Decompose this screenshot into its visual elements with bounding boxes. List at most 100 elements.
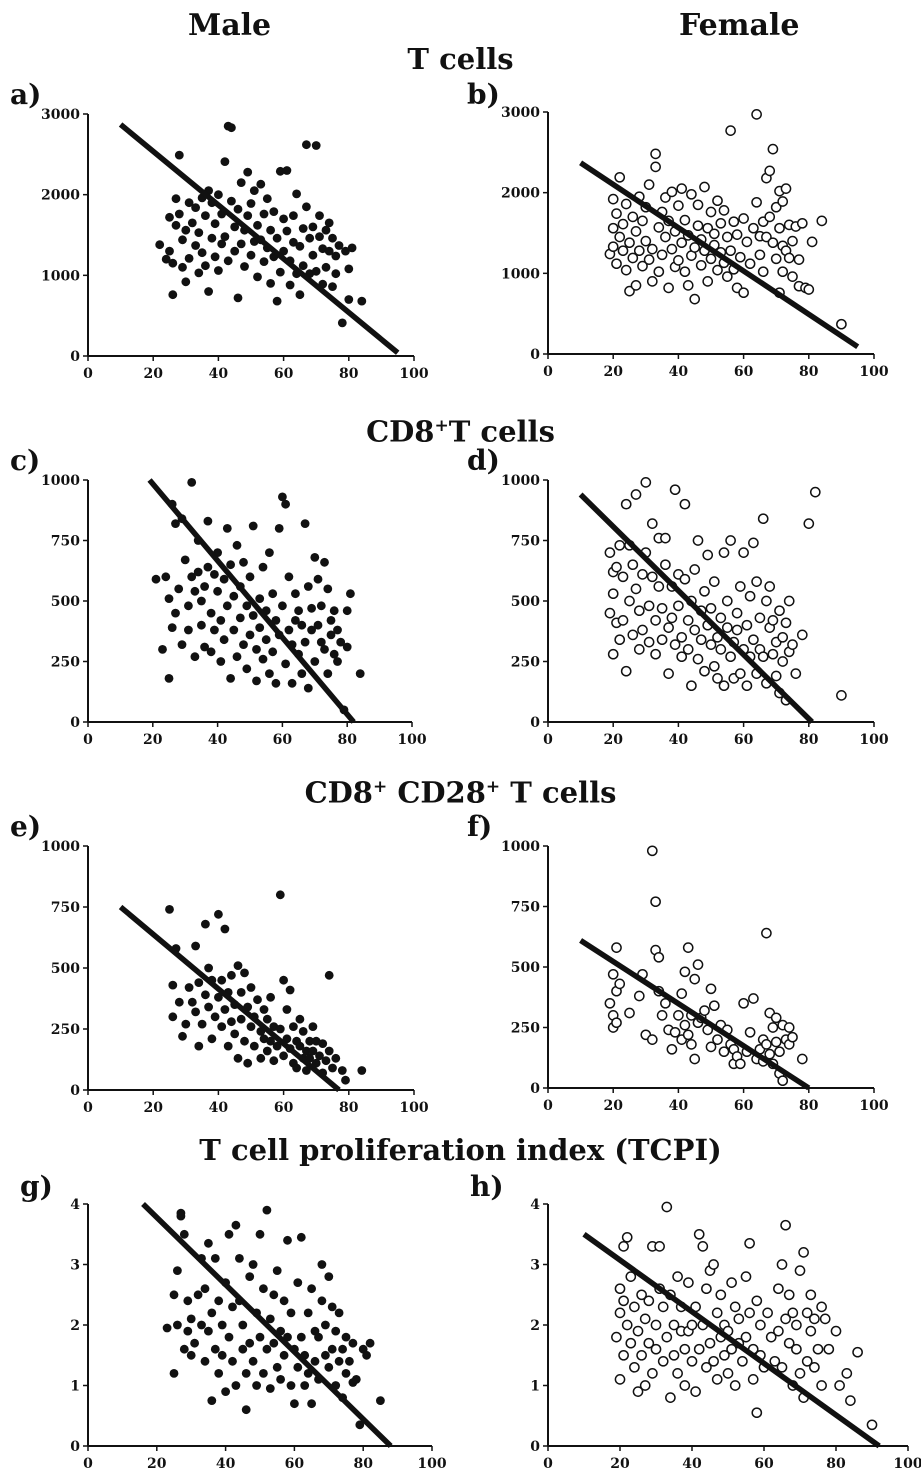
data-point [607,193,619,205]
data-point [630,583,642,595]
x-tick-label: 20 [143,1100,163,1116]
data-point [210,570,219,579]
data-point [712,1034,723,1045]
data-point [259,1369,268,1378]
data-point [624,595,635,607]
data-point [715,217,727,229]
data-point [181,1019,191,1029]
data-point [770,1036,782,1048]
data-point [607,241,619,253]
data-point [253,995,262,1005]
data-point [341,1369,351,1378]
data-point [261,635,271,645]
data-point [692,199,704,211]
data-point [661,1201,673,1213]
data-point [331,251,341,261]
data-point [226,560,236,570]
data-point [741,236,753,248]
data-point [300,1381,310,1390]
data-point [220,232,230,242]
data-point [222,601,232,611]
data-point [210,1344,220,1354]
x-tick-label: 100 [893,1456,921,1472]
data-point [197,248,207,258]
data-point [650,896,661,908]
data-point [190,586,200,596]
y-tick-label: 2 [530,1318,540,1334]
y-tick-label: 1000 [41,839,80,855]
data-point [331,269,341,279]
data-point [705,602,717,614]
data-point [333,625,342,635]
data-point [169,1290,179,1300]
data-point [281,499,290,509]
data-point [197,1320,206,1330]
data-point [816,1380,827,1391]
data-point [625,1271,637,1282]
data-point [230,222,240,232]
data-point [669,639,681,650]
data-point [690,1386,701,1397]
data-point [617,571,629,583]
data-point [751,576,762,587]
x-tick-label: 40 [208,732,228,748]
data-point [761,927,772,939]
data-point [240,1036,249,1046]
data-point [245,572,255,582]
data-point [620,498,632,510]
data-point [699,181,710,193]
data-point [238,1344,248,1354]
data-point [604,997,616,1009]
data-point [207,233,217,243]
data-point [653,951,665,963]
data-point [682,942,694,953]
data-point [178,235,187,245]
data-point [773,1283,784,1295]
data-point [689,973,701,985]
data-point [294,606,303,616]
data-point [816,215,828,227]
data-point [774,605,785,617]
data-point [298,1027,308,1036]
data-point [604,607,616,619]
data-point [207,1034,217,1044]
data-point [334,241,344,250]
data-point [331,1326,341,1336]
data-point [296,1332,306,1342]
data-point [327,1344,337,1354]
data-point [611,942,622,953]
data-point [279,1296,289,1306]
data-point [661,1331,673,1343]
data-point [689,293,701,305]
regression-line [147,478,356,724]
y-tick-label: 4 [530,1197,540,1213]
data-point [614,231,626,243]
data-point [295,241,305,251]
data-point [721,595,733,607]
data-point [676,651,688,663]
data-point [178,262,187,272]
data-point [362,1350,371,1360]
data-point [204,1002,214,1012]
data-point [783,252,795,264]
data-point [682,1029,694,1041]
data-point [259,1005,269,1014]
data-point [650,615,661,626]
data-point [310,657,320,666]
data-point [611,1331,622,1343]
data-point [650,1319,662,1331]
panel-label-f: f) [467,810,493,843]
data-point [204,1326,213,1336]
data-point [637,624,648,636]
data-point [653,266,665,278]
data-point [255,1229,265,1239]
row-title-tcpi: T cell proliferation index (TCPI) [199,1133,722,1167]
data-point [320,645,329,654]
data-point [328,233,337,243]
data-point [686,680,697,692]
data-point [744,1307,755,1319]
x-tick-label: 80 [339,1100,359,1116]
data-point [780,1219,791,1231]
